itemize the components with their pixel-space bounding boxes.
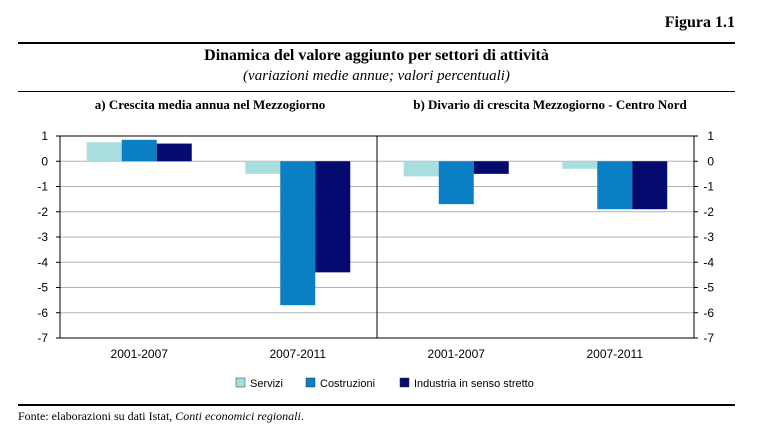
y-tick-label-left: -6: [37, 306, 48, 320]
legend-label: Costruzioni: [320, 378, 375, 390]
bar: [280, 161, 316, 306]
x-tick-label: 2007-2011: [270, 347, 327, 361]
y-tick-label-left: -4: [37, 255, 48, 269]
bar: [597, 161, 633, 210]
legend-label: Industria in senso stretto: [414, 378, 534, 390]
legend-swatch: [305, 377, 316, 388]
y-tick-label-left: -3: [37, 230, 48, 244]
y-tick-label-left: 1: [41, 129, 48, 143]
y-tick-label-right: -5: [703, 281, 714, 295]
legend-label: Servizi: [250, 378, 283, 390]
bar: [562, 161, 598, 169]
source-suffix: .: [300, 409, 304, 423]
y-tick-label-right: -3: [703, 230, 714, 244]
bar-chart: 2001-2007 2007-2011 2001-2007 2007-2011 1 1 0 0…: [37, 129, 714, 390]
x-tick-label: 2007-2011: [587, 347, 644, 361]
panel-a-title: a) Crescita media annua nel Mezzogiorno: [94, 97, 326, 112]
bar: [403, 161, 439, 177]
y-tick-label-left: 0: [41, 154, 48, 168]
source-italic: Conti economici regionali: [175, 409, 301, 423]
legend-swatch: [399, 377, 410, 388]
x-tick-label: 2001-2007: [111, 347, 169, 361]
figure-label: Figura 1.1: [664, 14, 735, 31]
panel-b-title: b) Divario di crescita Mezzogiorno - Cen…: [413, 97, 687, 112]
source-note: Fonte: elaborazioni su dati Istat, Conti…: [18, 409, 304, 424]
y-tick-label-left: -2: [37, 205, 48, 219]
bar: [86, 142, 122, 162]
bar: [438, 161, 474, 205]
bar: [156, 143, 192, 162]
figure-subtitle: (variazioni medie annue; valori percentu…: [243, 68, 510, 84]
header-rule: [18, 91, 735, 92]
x-tick-label: 2001-2007: [428, 347, 486, 361]
legend-swatch: [235, 377, 246, 388]
y-tick-label-right: -6: [703, 306, 714, 320]
figure-title: Dinamica del valore aggiunto per settori…: [204, 47, 549, 64]
y-tick-label-right: -2: [703, 205, 714, 219]
bar: [121, 139, 157, 162]
y-tick-label-left: -5: [37, 281, 48, 295]
y-tick-label-right: 1: [707, 129, 714, 143]
bar: [245, 161, 281, 174]
bottom-rule: [18, 404, 735, 406]
bar: [632, 161, 668, 210]
bar: [315, 161, 351, 273]
y-tick-label-right: -7: [703, 331, 714, 345]
bar: [473, 161, 509, 174]
y-tick-label-right: 0: [707, 154, 714, 168]
y-tick-label-left: -7: [37, 331, 48, 345]
source-prefix: Fonte: elaborazioni su dati Istat,: [18, 409, 176, 423]
y-tick-label-right: -4: [703, 255, 714, 269]
top-rule: [18, 42, 735, 44]
y-tick-label-right: -1: [703, 180, 714, 194]
y-tick-label-left: -1: [37, 180, 48, 194]
